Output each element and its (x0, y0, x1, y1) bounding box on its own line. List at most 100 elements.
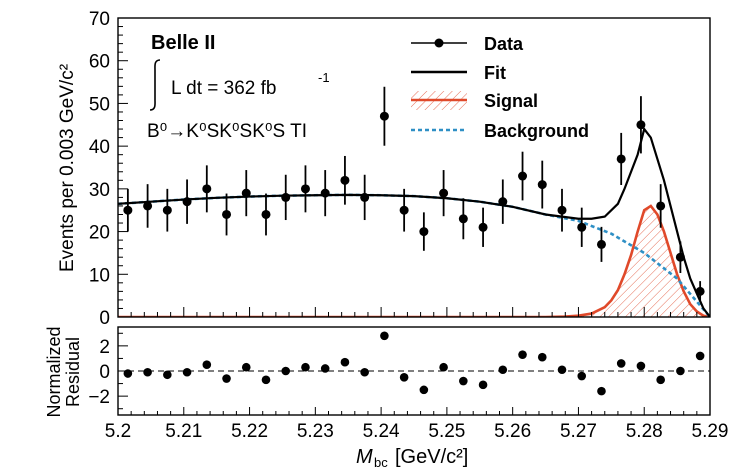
x-axis-ticks: 5.2 5.21 5.22 5.23 5.24 5.25 5.26 5.27 5.28 5.29 (105, 307, 729, 442)
data-marker (182, 197, 192, 207)
residual-point (360, 367, 369, 377)
data-point (537, 160, 547, 209)
residual-point (163, 370, 172, 380)
top-yticks: 0 10 20 30 40 50 60 70 (89, 9, 128, 329)
data-point (695, 281, 705, 302)
integral-sign-icon (149, 59, 161, 111)
data-point (439, 170, 449, 217)
residual-point (459, 376, 468, 386)
data-marker (518, 171, 528, 181)
xtick-label: 5.23 (297, 421, 334, 442)
residual-point (380, 331, 389, 341)
data-marker (123, 205, 133, 215)
residual-point (439, 362, 448, 372)
residual-point (656, 375, 665, 385)
residual-point (537, 352, 547, 362)
data-point (281, 174, 291, 221)
xtick-label: 5.25 (428, 421, 465, 442)
residual-ytick-label: −2 (88, 387, 110, 408)
residual-ylabel-line2: Residual (63, 337, 83, 407)
legend-data-label: Data (484, 34, 524, 54)
data-marker (320, 188, 330, 198)
data-marker (379, 111, 389, 121)
xtick-label: 5.21 (165, 421, 202, 442)
data-marker (300, 184, 310, 194)
data-point (202, 165, 212, 213)
data-marker (419, 227, 429, 237)
residual-point (399, 372, 409, 382)
residual-panel: 2 0 −2 Normalized Residual (44, 326, 711, 418)
ytick-label: 60 (89, 52, 110, 73)
luminosity-exponent: -1 (318, 70, 330, 85)
legend-entry-background: Background (411, 121, 589, 141)
residual-point (320, 364, 330, 373)
xtick-label: 5.29 (692, 421, 729, 442)
data-point (162, 188, 172, 232)
experiment-label: Belle II (151, 32, 215, 54)
residual-yticks: 2 0 −2 (88, 332, 128, 410)
decay-label: B⁰→K⁰SK⁰SK⁰S TI (147, 121, 307, 142)
luminosity-text: L dt = 362 fb (171, 78, 276, 99)
xtick-label: 5.27 (560, 421, 597, 442)
residual-point (557, 365, 567, 375)
data-marker (537, 180, 547, 190)
data-marker (557, 205, 567, 215)
ytick-label: 40 (89, 137, 110, 158)
data-point (636, 96, 646, 154)
residual-point (241, 362, 251, 372)
xlabel-subscript: bc (374, 455, 388, 469)
residual-point (261, 375, 271, 385)
data-point (123, 188, 133, 232)
data-point (498, 179, 508, 224)
legend-entry-signal: Signal (411, 91, 538, 111)
data-marker (616, 154, 626, 164)
residual-point (597, 386, 606, 396)
data-point (557, 188, 567, 232)
residual-point (518, 350, 527, 359)
legend: Data Fit Signal Background (411, 34, 589, 141)
residual-point (577, 371, 587, 381)
residual-point (695, 351, 705, 361)
data-point (399, 188, 409, 232)
data-point (182, 179, 192, 224)
residual-frame (117, 326, 711, 416)
data-marker (281, 192, 291, 202)
residual-point (202, 360, 212, 370)
data-point (261, 193, 271, 236)
xtick-label: 5.22 (231, 421, 268, 442)
ytick-label: 70 (89, 9, 110, 30)
data-marker (675, 252, 685, 262)
xtick-label: 5.2 (105, 421, 131, 442)
x-axis-label: M bc [GeV/c²] (356, 446, 468, 469)
residual-point (182, 367, 192, 377)
data-point (300, 165, 310, 213)
data-marker (340, 175, 350, 185)
residual-point (498, 365, 508, 375)
data-point (596, 226, 606, 262)
ytick-label: 10 (89, 265, 110, 286)
data-marker (222, 209, 232, 219)
data-marker (577, 222, 587, 232)
residual-point (478, 380, 488, 390)
data-point (143, 184, 153, 228)
data-point (478, 207, 488, 247)
residual-point (143, 367, 152, 377)
top-frame (117, 17, 711, 318)
legend-entry-data: Data (411, 34, 524, 54)
data-marker (360, 192, 370, 202)
ytick-label: 50 (89, 94, 110, 115)
xlabel-unit: [GeV/c²] (395, 446, 468, 468)
legend-signal-label: Signal (484, 91, 538, 111)
data-marker (695, 286, 705, 296)
residual-point (281, 366, 291, 376)
ytick-label: 0 (99, 308, 110, 329)
residual-point (676, 366, 685, 376)
data-marker (498, 197, 508, 207)
data-marker (596, 239, 606, 249)
data-marker (261, 209, 271, 219)
top-ylabel: Events per 0.003 GeV/c² (57, 64, 78, 272)
data-marker (478, 222, 488, 232)
ytick-label: 20 (89, 223, 110, 244)
